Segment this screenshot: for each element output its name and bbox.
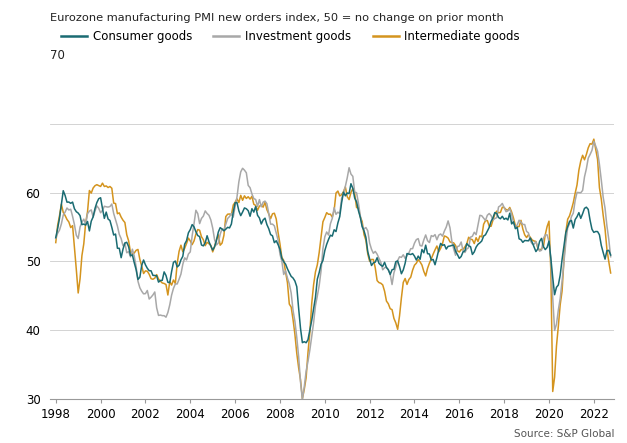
Legend: Consumer goods, Investment goods, Intermediate goods: Consumer goods, Investment goods, Interm… <box>56 26 525 48</box>
Text: Source: S&P Global: Source: S&P Global <box>514 428 614 439</box>
Text: 70: 70 <box>50 49 65 62</box>
Text: Eurozone manufacturing PMI new orders index, 50 = no change on prior month: Eurozone manufacturing PMI new orders in… <box>50 13 504 23</box>
